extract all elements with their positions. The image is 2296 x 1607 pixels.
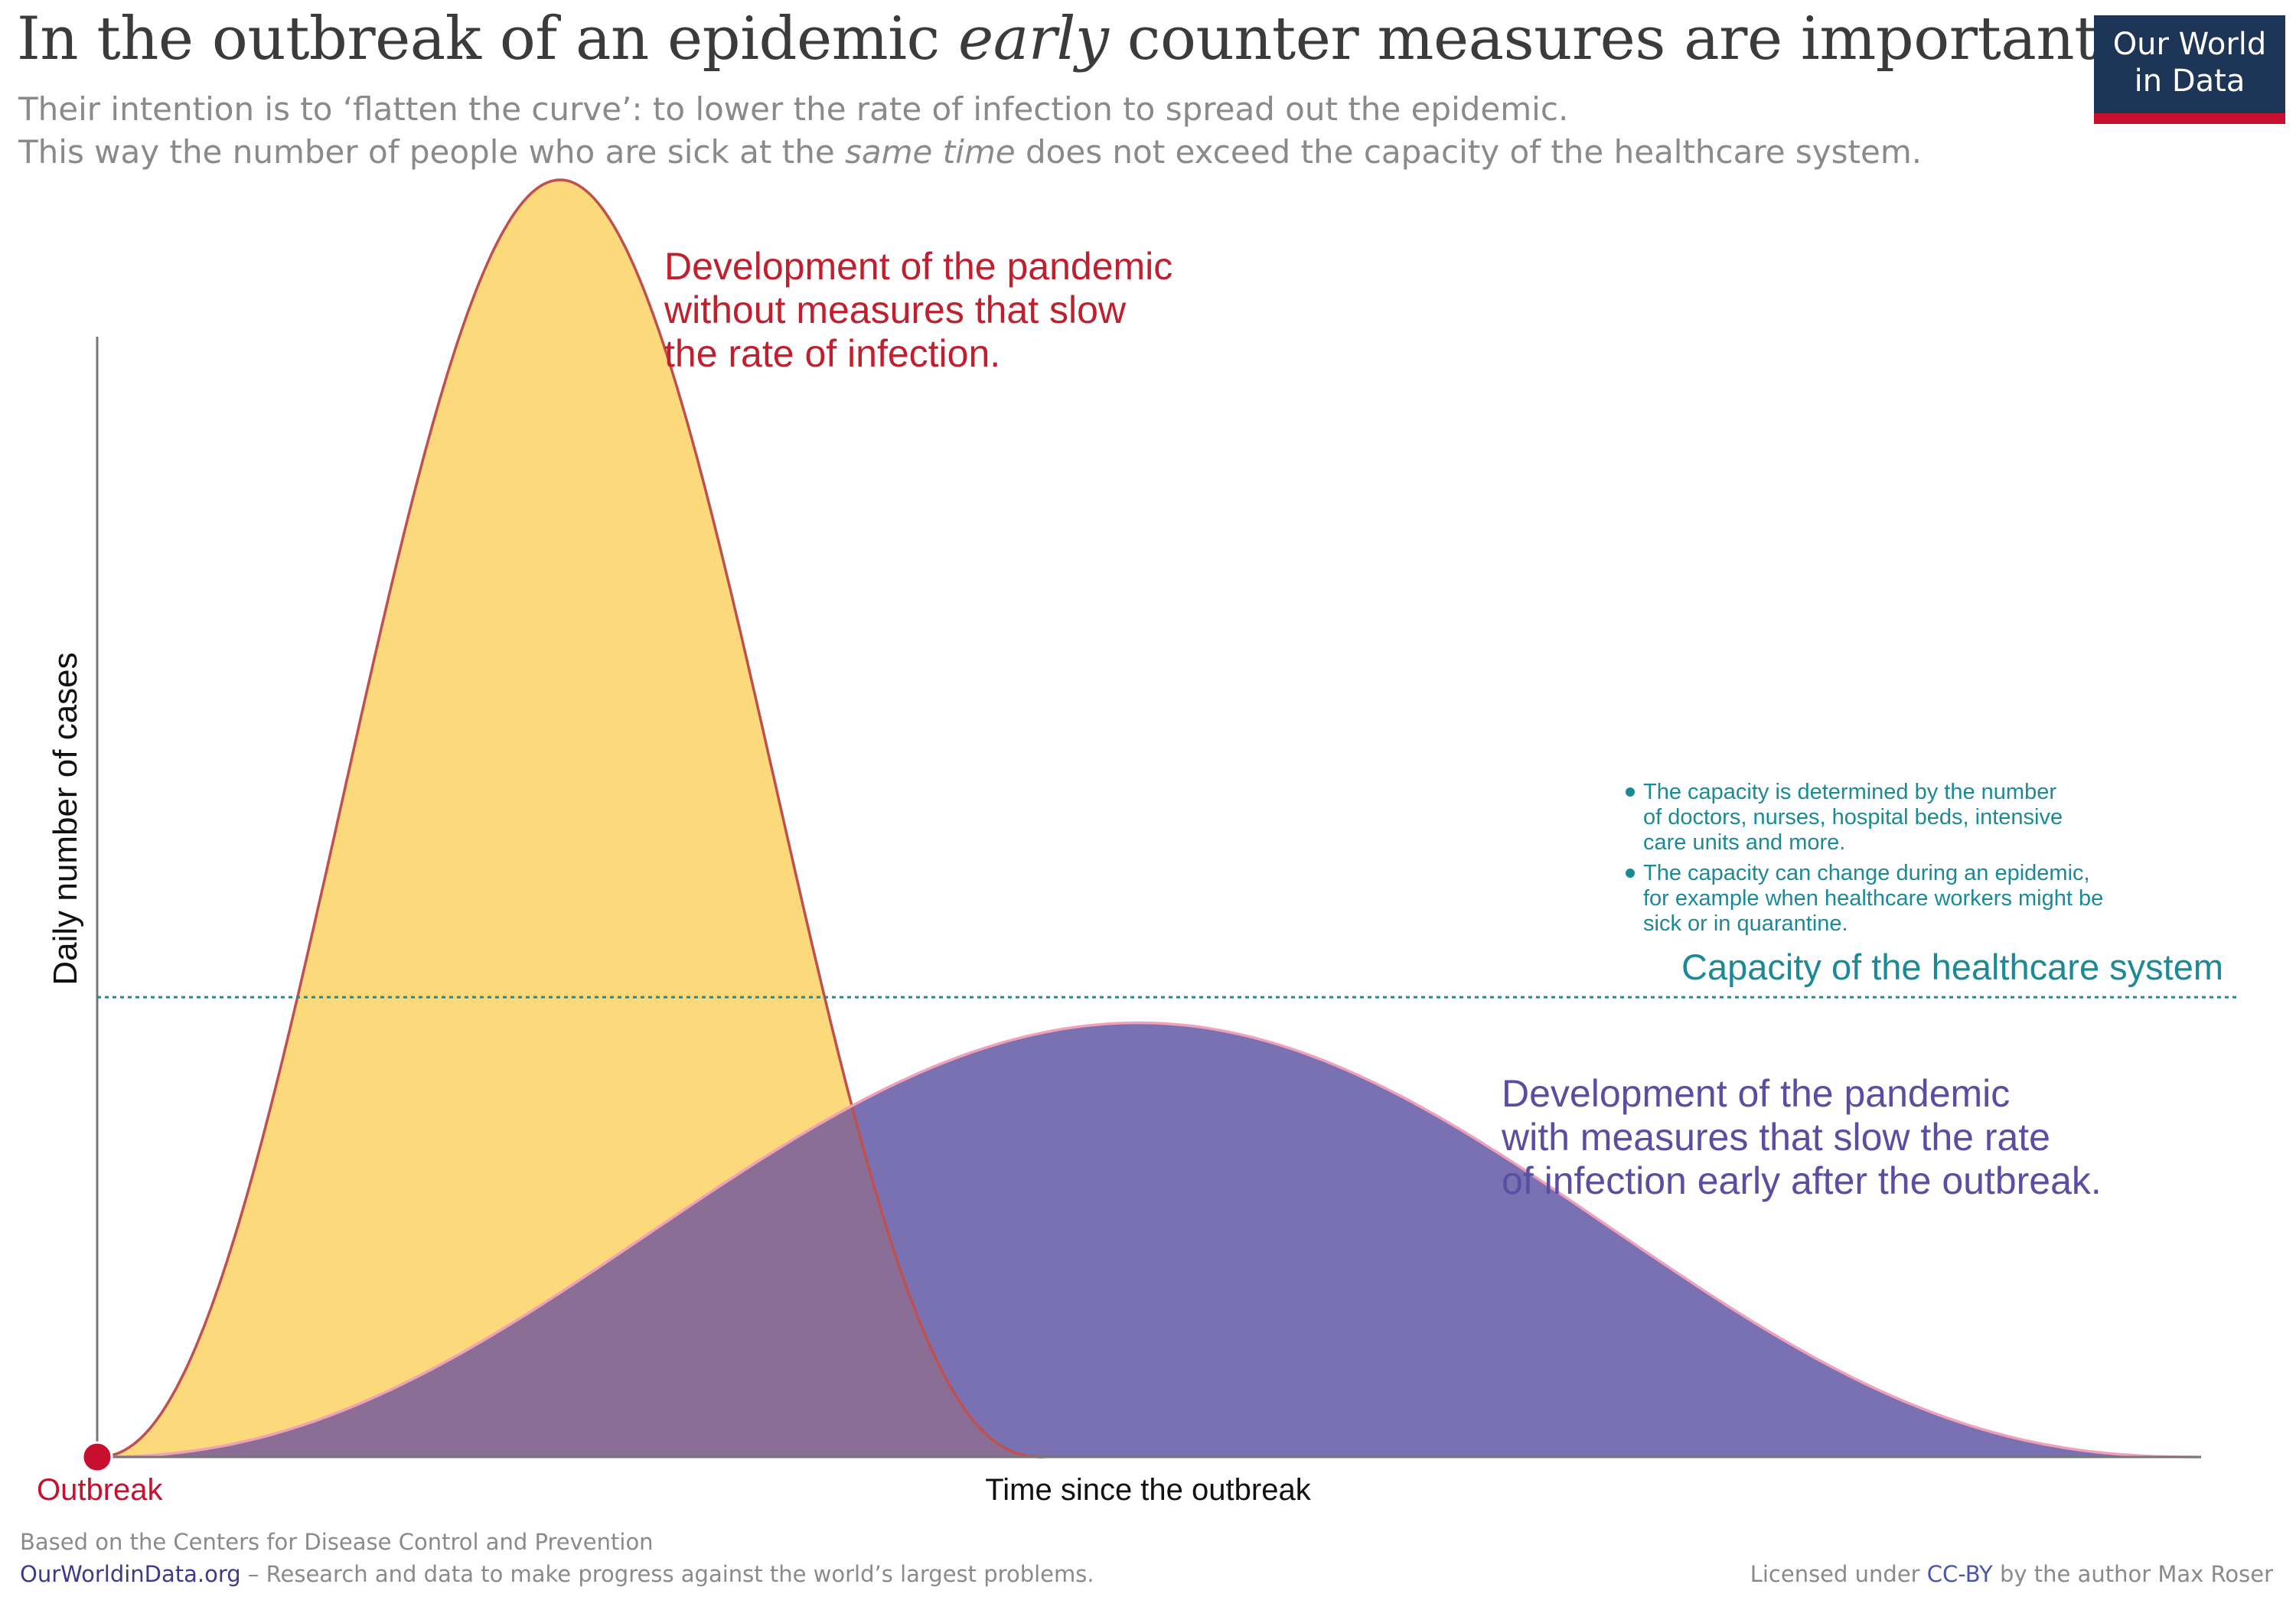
owid-logo[interactable]: Our World in Data — [2094, 15, 2285, 124]
outbreak-marker — [81, 1441, 113, 1473]
subtitle-line-2: This way the number of people who are si… — [18, 133, 1923, 171]
capacity-note-1-line-3: care units and more. — [1643, 830, 1845, 855]
capacity-note-1-line-1: The capacity is determined by the number — [1643, 780, 2056, 804]
capacity-note-bullet-2 — [1626, 869, 1635, 878]
with-measures-label-line-3: of infection early after the outbreak. — [1502, 1159, 2102, 1202]
footer-tagline: OurWorldinData.org – Research and data t… — [20, 1561, 1094, 1587]
capacity-note-bullet-1 — [1626, 787, 1635, 797]
with-measures-label-line-2: with measures that slow the rate — [1501, 1116, 2050, 1159]
no-measures-label-line-2: without measures that slow — [664, 288, 1127, 331]
footer-license: Licensed under CC-BY by the author Max R… — [1750, 1561, 2273, 1587]
capacity-note-2-line-1: The capacity can change during an epidem… — [1643, 861, 2090, 885]
title-emphasis: early — [958, 5, 1109, 73]
capacity-note-2-line-2: for example when healthcare workers migh… — [1643, 886, 2103, 911]
no-measures-label-line-3: the rate of infection. — [664, 332, 1000, 375]
logo-line-1: Our World — [2112, 27, 2267, 62]
with-measures-outline — [97, 1021, 2201, 1459]
no-measures-outline — [96, 178, 1044, 1459]
capacity-note-2-line-3: sick or in quarantine. — [1643, 911, 1848, 936]
y-axis-label: Daily number of cases — [47, 652, 84, 985]
logo-line-2: in Data — [2134, 64, 2245, 99]
capacity-note-1-line-2: of doctors, nurses, hospital beds, inten… — [1643, 805, 2063, 830]
with-measures-label-line-1: Development of the pandemic — [1502, 1072, 2010, 1115]
capacity-label: Capacity of the healthcare system — [1681, 947, 2223, 987]
no-measures-label-line-1: Development of the pandemic — [664, 245, 1172, 288]
overlap-area — [97, 1106, 1045, 1457]
footer-site-link[interactable]: OurWorldinData.org — [20, 1561, 241, 1587]
footer-source: Based on the Centers for Disease Control… — [20, 1529, 654, 1555]
chart-title: In the outbreak of an epidemic early cou… — [17, 5, 2098, 73]
outbreak-label: Outbreak — [37, 1473, 164, 1507]
subtitle-line-1: Their intention is to ‘flatten the curve… — [18, 90, 1569, 128]
cc-by-link[interactable]: CC-BY — [1926, 1561, 1993, 1587]
x-axis-label: Time since the outbreak — [985, 1473, 1311, 1507]
